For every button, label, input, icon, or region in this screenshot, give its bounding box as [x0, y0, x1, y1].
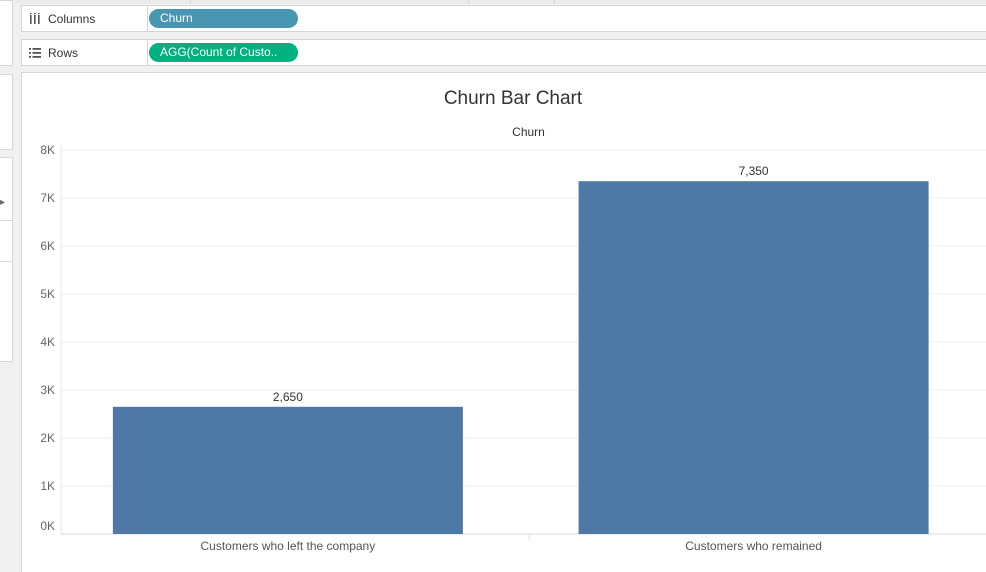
x-category-label: Customers who remained: [685, 539, 822, 553]
churn-pill[interactable]: Churn: [149, 9, 298, 28]
y-tick-label: 5K: [40, 287, 55, 301]
side-card: [0, 74, 13, 150]
side-dropdown[interactable]: [0, 220, 13, 262]
chart-title: Churn Bar Chart: [443, 88, 583, 109]
rows-shelf[interactable]: Rows AGG(Count of Custo..: [21, 39, 986, 66]
y-tick-label: 1K: [40, 479, 55, 493]
toolbar-divider: [554, 0, 555, 4]
y-tick-label: 4K: [40, 335, 55, 349]
columns-shelf[interactable]: Columns Churn: [21, 5, 986, 32]
y-tick-label: 2K: [40, 431, 55, 445]
side-card: [0, 0, 13, 66]
bar[interactable]: [578, 181, 929, 534]
y-tick-label: 0K: [40, 519, 55, 533]
y-tick-label: 6K: [40, 239, 55, 253]
side-panel: ▸: [0, 0, 14, 572]
rows-icon: [29, 47, 41, 58]
rows-label-text: Rows: [48, 45, 79, 60]
y-tick-label: 3K: [40, 383, 55, 397]
chevron-left-icon[interactable]: ▸: [0, 197, 6, 208]
columns-label-text: Columns: [48, 11, 96, 26]
column-header-churn: Churn: [512, 125, 545, 139]
columns-icon: [30, 12, 40, 24]
toolbar-divider: [190, 0, 191, 4]
toolbar-divider: [468, 0, 469, 4]
bar-value-label: 7,350: [739, 164, 769, 178]
top-toolbar-strip: [0, 0, 986, 4]
y-tick-label: 7K: [40, 191, 55, 205]
rows-shelf-label: Rows: [22, 40, 148, 65]
x-category-label: Customers who left the company: [200, 539, 375, 553]
columns-shelf-label: Columns: [22, 6, 148, 31]
bar-value-label: 2,650: [273, 390, 303, 404]
bar[interactable]: [112, 406, 463, 534]
count-of-customers-pill[interactable]: AGG(Count of Custo..: [149, 43, 298, 62]
y-tick-label: 8K: [40, 143, 55, 157]
